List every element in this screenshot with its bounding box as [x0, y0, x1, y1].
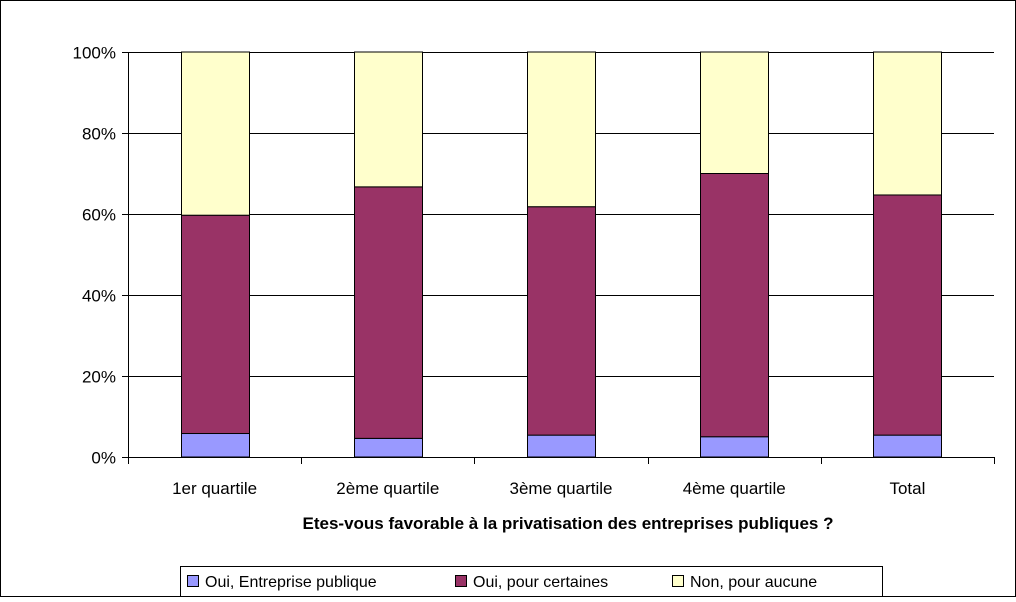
bar-segment: [873, 194, 942, 436]
legend-label: Oui, pour certaines: [473, 574, 608, 591]
axes: [122, 52, 995, 464]
legend-swatch: [672, 575, 684, 587]
bar-segment: [527, 206, 596, 436]
x-tick-label: 4ème quartile: [683, 479, 786, 498]
x-axis-title: Etes-vous favorable à la privatisation d…: [303, 514, 834, 533]
x-tick-label: Total: [889, 479, 925, 498]
y-tick-label: 40%: [82, 287, 116, 306]
y-tick-label: 80%: [82, 125, 116, 144]
bar-segment: [527, 51, 596, 208]
y-tick-label: 0%: [91, 449, 116, 468]
x-tick-label: 1er quartile: [172, 479, 257, 498]
legend-label: Oui, Entreprise publique: [205, 574, 377, 591]
bar-segment: [527, 434, 596, 458]
legend-label: Non, pour aucune: [690, 574, 817, 591]
y-tick-label: 60%: [82, 206, 116, 225]
x-tick-label: 3ème quartile: [509, 479, 612, 498]
bar-segment: [700, 173, 769, 438]
bar-segment: [873, 51, 942, 196]
bar-segment: [354, 186, 423, 439]
bar-segment: [700, 436, 769, 458]
x-tick-label: 2ème quartile: [336, 479, 439, 498]
bar-segment: [354, 51, 423, 188]
bar-segment: [354, 437, 423, 458]
bar-segment: [181, 433, 250, 458]
bars: [181, 51, 942, 458]
legend-swatch: [187, 575, 199, 587]
legend-swatch: [455, 575, 467, 587]
bar-segment: [181, 51, 250, 216]
bar-segment: [181, 214, 250, 435]
tick-labels: 0% 20% 40% 60% 80% 100% 1er quartile 2ème quart…: [73, 44, 926, 499]
legend: Oui, Entreprise publique Oui, pour certai…: [180, 566, 883, 597]
y-tick-label: 100%: [73, 44, 116, 63]
bar-segment: [873, 434, 942, 458]
bar-segment: [700, 51, 769, 174]
y-tick-label: 20%: [82, 368, 116, 387]
legend-box: [180, 566, 883, 597]
